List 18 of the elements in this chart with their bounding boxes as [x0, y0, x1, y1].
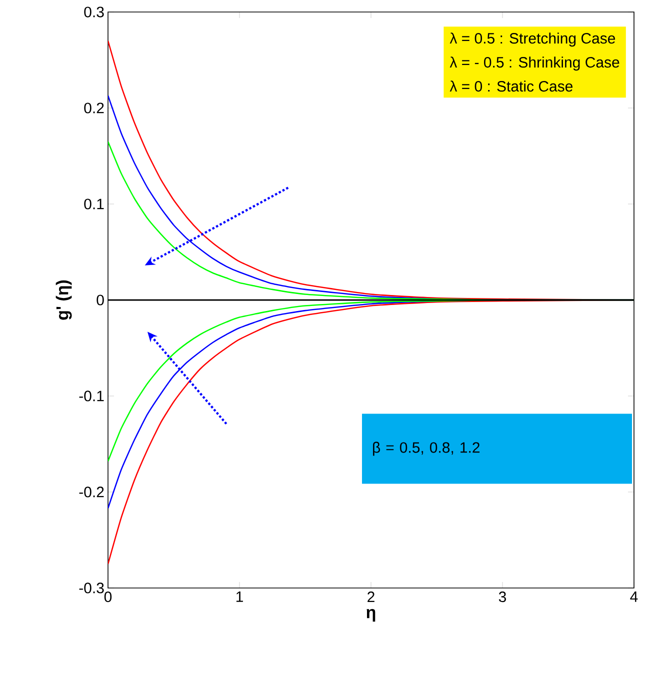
- x-tick-label: 3: [498, 592, 506, 602]
- y-tick-label: -0.1: [79, 390, 104, 402]
- y-tick-label: 0.2: [84, 102, 104, 114]
- x-tick-label: 1: [236, 592, 243, 602]
- annotation: λ = - 0.5 : Shrinking Case: [450, 56, 620, 71]
- x-tick-label: 0: [104, 592, 112, 602]
- x-tick-label: 4: [630, 592, 638, 602]
- y-tick-label: 0: [96, 294, 104, 306]
- annotation: λ = 0.5 : Stretching Case: [450, 32, 616, 47]
- y-tick-label: 0.3: [84, 6, 104, 18]
- y-tick-label: -0.3: [79, 582, 104, 594]
- x-tick-label: 2: [368, 592, 374, 602]
- y-tick-label: -0.2: [79, 486, 104, 498]
- y-tick-label: 0.1: [84, 198, 104, 210]
- y-axis-title: g' (η): [56, 280, 72, 320]
- annotation: λ = 0 : Static Case: [450, 80, 573, 92]
- annotation: β = 0.5, 0.8, 1.2: [373, 442, 480, 456]
- x-axis-title: η: [366, 609, 376, 622]
